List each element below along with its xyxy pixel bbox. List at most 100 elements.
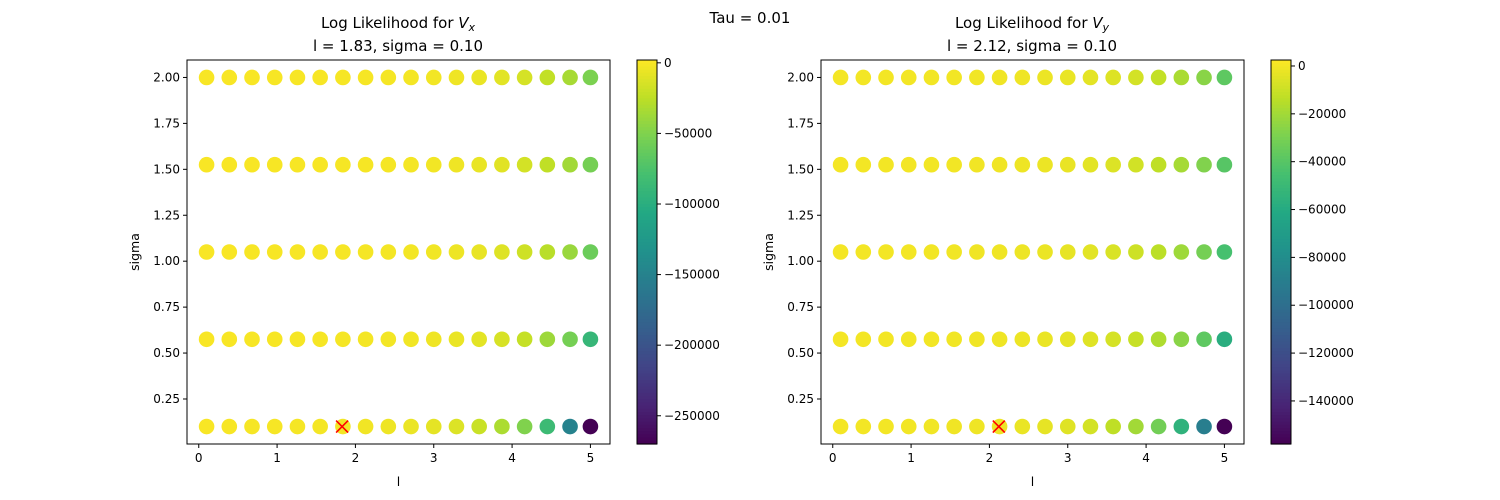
chart-title: Log Likelihood for Vy: [955, 14, 1110, 34]
colorbar-segment: [1271, 437, 1291, 442]
data-point: [1173, 418, 1190, 435]
colorbar-segment: [637, 316, 657, 320]
data-point: [335, 156, 351, 173]
colorbar-segment: [637, 261, 657, 266]
colorbar-segment: [1271, 328, 1291, 333]
colorbar-segment: [1271, 143, 1291, 147]
data-point: [516, 69, 533, 86]
colorbar-segment: [1271, 120, 1291, 125]
colorbar-segment: [637, 431, 657, 435]
data-point: [425, 244, 442, 260]
colorbar-segment: [637, 229, 657, 234]
data-point: [516, 156, 533, 173]
colorbar-segment: [637, 428, 657, 432]
colorbar-segment: [637, 149, 657, 154]
data-point: [562, 156, 578, 173]
data-point: [471, 331, 487, 348]
colorbar-segment: [637, 223, 657, 227]
colorbar-tick-label: 0: [1298, 59, 1306, 73]
data-point: [494, 418, 510, 435]
data-point: [403, 418, 419, 435]
data-point: [1196, 331, 1212, 348]
colorbar-segment: [1271, 303, 1291, 307]
colorbar-segment: [1271, 252, 1291, 256]
colorbar-segment: [637, 370, 657, 375]
data-point: [855, 418, 872, 435]
data-point: [425, 69, 442, 86]
colorbar-segment: [1271, 399, 1291, 403]
data-point: [582, 156, 599, 173]
colorbar-segment: [637, 226, 657, 231]
colorbar-segment: [1271, 200, 1291, 205]
colorbar-segment: [1271, 364, 1291, 368]
data-point: [855, 69, 872, 86]
data-point: [991, 156, 1008, 173]
colorbar-segment: [637, 82, 657, 87]
colorbar-segment: [1271, 370, 1291, 375]
colorbar-segment: [1271, 156, 1291, 160]
colorbar-segment: [637, 354, 657, 359]
best-fit-marker: [335, 419, 349, 434]
colorbar-segment: [1271, 194, 1291, 199]
colorbar-segment: [637, 88, 657, 93]
data-point: [1082, 244, 1099, 260]
colorbar-segment: [637, 344, 657, 349]
colorbar-segment: [637, 117, 657, 122]
data-point: [266, 69, 283, 86]
best-fit-stroke: [335, 419, 349, 434]
data-point: [832, 244, 849, 260]
colorbar-segment: [1271, 290, 1291, 295]
colorbar-segment: [1271, 165, 1291, 170]
colorbar-segment: [637, 124, 657, 128]
colorbar-segment: [637, 338, 657, 343]
data-point: [221, 331, 238, 348]
data-point: [539, 69, 556, 86]
data-point: [448, 69, 465, 86]
colorbar-segment: [1271, 338, 1291, 343]
colorbar-segment: [637, 386, 657, 391]
data-point: [312, 69, 328, 86]
colorbar-segment: [1271, 226, 1291, 231]
colorbar-segment: [1271, 146, 1291, 151]
colorbar-segment: [637, 232, 657, 237]
data-point: [969, 418, 985, 435]
data-point: [900, 69, 917, 86]
colorbar-segment: [1271, 335, 1291, 339]
colorbar-segment: [637, 348, 657, 352]
data-point: [1216, 418, 1233, 435]
colorbar-segment: [637, 252, 657, 256]
data-point: [516, 418, 533, 435]
data-point: [1128, 331, 1144, 348]
colorbar-segment: [637, 328, 657, 333]
colorbar-segment: [1271, 101, 1291, 106]
colorbar-segment: [637, 434, 657, 439]
data-point: [448, 244, 465, 260]
colorbar-segment: [637, 120, 657, 125]
data-point: [357, 244, 374, 260]
colorbar-segment: [1271, 412, 1291, 416]
data-point: [425, 418, 442, 435]
data-point: [1216, 69, 1233, 86]
colorbar-segment: [1271, 396, 1291, 400]
colorbar-segment: [637, 220, 657, 224]
colorbar-segment: [1271, 421, 1291, 426]
colorbar-segment: [637, 309, 657, 314]
colorbar-segment: [637, 264, 657, 269]
colorbar-segment: [637, 392, 657, 397]
data-point: [494, 156, 510, 173]
colorbar-segment: [1271, 415, 1291, 419]
data-point: [539, 156, 556, 173]
y-tick-label: 0.75: [153, 300, 180, 314]
colorbar-segment: [637, 162, 657, 167]
colorbar-segment: [637, 207, 657, 211]
colorbar-segment: [1271, 264, 1291, 269]
data-point: [946, 156, 962, 173]
data-point: [403, 156, 419, 173]
data-point: [494, 69, 510, 86]
colorbar-segment: [1271, 117, 1291, 122]
x-tick-label: 3: [430, 451, 438, 465]
data-point: [380, 156, 397, 173]
data-point: [562, 244, 578, 260]
colorbar-tick-label: −150000: [664, 268, 720, 282]
data-point: [878, 331, 894, 348]
